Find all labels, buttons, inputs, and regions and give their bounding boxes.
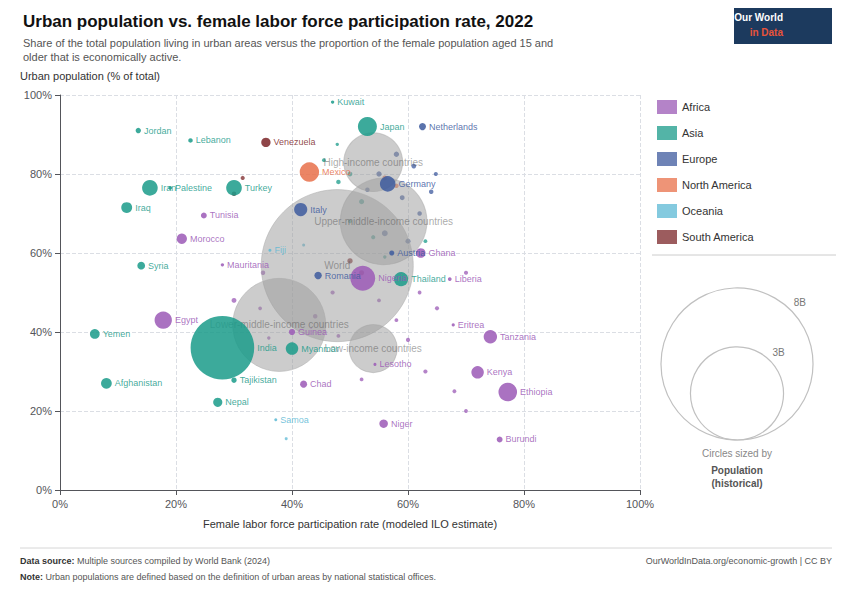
svg-text:Urban population (% of total): Urban population (% of total): [20, 70, 160, 82]
svg-text:Venezuela: Venezuela: [274, 137, 316, 147]
svg-text:Afghanistan: Afghanistan: [115, 378, 163, 388]
svg-text:Europe: Europe: [682, 153, 717, 165]
svg-text:Mexico: Mexico: [322, 167, 351, 177]
svg-text:Liberia: Liberia: [455, 274, 482, 284]
svg-text:100%: 100%: [24, 89, 52, 101]
svg-text:8B: 8B: [794, 297, 807, 308]
svg-text:Lebanon: Lebanon: [196, 135, 231, 145]
svg-text:Kuwait: Kuwait: [337, 97, 365, 107]
svg-text:Multiple sources compiled by W: Multiple sources compiled by World Bank …: [75, 556, 270, 566]
svg-text:Yemen: Yemen: [103, 329, 131, 339]
svg-text:Our World: Our World: [734, 12, 783, 23]
svg-text:Jordan: Jordan: [144, 126, 172, 136]
svg-text:Low-income countries: Low-income countries: [325, 343, 422, 354]
svg-text:older that is economically act: older that is economically active.: [23, 51, 181, 63]
svg-text:(historical): (historical): [711, 478, 762, 489]
svg-text:Syria: Syria: [148, 261, 169, 271]
svg-text:South America: South America: [682, 231, 754, 243]
svg-text:in Data: in Data: [750, 27, 784, 38]
svg-text:Ethiopia: Ethiopia: [520, 387, 553, 397]
svg-text:60%: 60%: [397, 498, 419, 510]
svg-text:Austria: Austria: [397, 248, 425, 258]
svg-text:High-income countries: High-income countries: [323, 157, 423, 168]
svg-text:Oceania: Oceania: [682, 205, 724, 217]
svg-text:100%: 100%: [626, 498, 654, 510]
svg-text:Chad: Chad: [310, 379, 332, 389]
svg-text:Ghana: Ghana: [429, 248, 456, 258]
svg-text:3B: 3B: [773, 347, 786, 358]
svg-text:80%: 80%: [30, 168, 52, 180]
svg-text:20%: 20%: [30, 405, 52, 417]
svg-text:Kenya: Kenya: [487, 367, 513, 377]
svg-text:Tunisia: Tunisia: [210, 210, 239, 220]
svg-text:Population: Population: [711, 465, 763, 476]
svg-text:Netherlands: Netherlands: [429, 122, 478, 132]
svg-text:Upper-middle-income countries: Upper-middle-income countries: [314, 216, 453, 227]
svg-text:Urban population vs. female la: Urban population vs. female labor force …: [23, 12, 533, 31]
svg-text:Egypt: Egypt: [175, 315, 199, 325]
svg-text:Morocco: Morocco: [190, 234, 225, 244]
svg-text:Fiji: Fiji: [274, 245, 286, 255]
svg-text:Note:: Note:: [20, 572, 43, 582]
svg-text:Share of the total population: Share of the total population living in …: [23, 37, 553, 49]
svg-text:Niger: Niger: [391, 419, 413, 429]
svg-text:Iraq: Iraq: [135, 203, 151, 213]
svg-text:Data source:: Data source:: [20, 556, 75, 566]
svg-text:Tanzania: Tanzania: [500, 332, 536, 342]
svg-text:Urban populations are defined: Urban populations are defined based on t…: [43, 572, 436, 582]
svg-text:Africa: Africa: [682, 101, 711, 113]
svg-text:Thailand: Thailand: [411, 274, 446, 284]
svg-text:40%: 40%: [30, 326, 52, 338]
svg-text:Palestine: Palestine: [175, 183, 212, 193]
svg-text:World: World: [324, 260, 350, 271]
svg-text:Burundi: Burundi: [506, 434, 537, 444]
svg-text:North America: North America: [682, 179, 753, 191]
svg-text:Samoa: Samoa: [280, 415, 309, 425]
svg-text:Lesotho: Lesotho: [379, 359, 411, 369]
svg-text:Iran: Iran: [161, 183, 177, 193]
svg-text:Nepal: Nepal: [225, 397, 249, 407]
svg-text:India: India: [257, 343, 277, 353]
svg-text:Circles sized by: Circles sized by: [702, 448, 772, 459]
svg-text:Japan: Japan: [380, 122, 405, 132]
svg-text:Romania: Romania: [325, 271, 361, 281]
svg-text:40%: 40%: [281, 498, 303, 510]
svg-text:0%: 0%: [52, 498, 68, 510]
svg-text:Female labor force participati: Female labor force participation rate (m…: [203, 518, 497, 530]
svg-text:Lower-middle-income countries: Lower-middle-income countries: [209, 319, 349, 331]
svg-text:Italy: Italy: [310, 205, 327, 215]
svg-text:OurWorldInData.org/economic-gr: OurWorldInData.org/economic-growth | CC …: [646, 556, 832, 566]
svg-text:20%: 20%: [165, 498, 187, 510]
svg-text:Mauritania: Mauritania: [227, 260, 269, 270]
svg-text:Myanmar: Myanmar: [301, 344, 339, 354]
svg-text:Tajikistan: Tajikistan: [240, 375, 277, 385]
svg-text:80%: 80%: [513, 498, 535, 510]
svg-text:60%: 60%: [30, 247, 52, 259]
svg-text:Guinea: Guinea: [298, 327, 327, 337]
svg-text:Turkey: Turkey: [245, 183, 273, 193]
svg-text:Eritrea: Eritrea: [458, 320, 485, 330]
svg-text:Germany: Germany: [398, 179, 436, 189]
svg-text:Asia: Asia: [682, 127, 704, 139]
svg-text:Nigeria: Nigeria: [378, 273, 407, 283]
svg-text:0%: 0%: [36, 484, 52, 496]
